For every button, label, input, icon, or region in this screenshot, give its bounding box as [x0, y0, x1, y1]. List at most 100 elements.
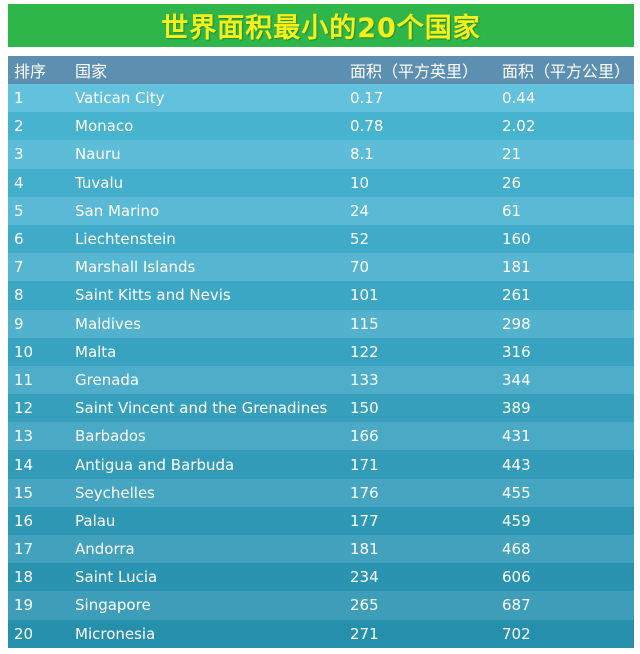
header-rank: 排序 [14, 62, 47, 81]
table-row: 7 Marshall Islands 70 181 [8, 253, 634, 282]
cell-country: Monaco [75, 117, 134, 136]
cell-sq-mi: 10 [350, 173, 370, 192]
cell-rank: 20 [14, 624, 34, 643]
table-row: 17 Andorra 181 468 [8, 535, 634, 564]
cell-sq-mi: 115 [350, 314, 379, 333]
table-row: 18 Saint Lucia 234 606 [8, 563, 634, 592]
table-row: 10 Malta 122 316 [8, 337, 634, 366]
cell-sq-mi: 24 [350, 201, 370, 220]
cell-sq-mi: 70 [350, 258, 370, 277]
table-row: 14 Antigua and Barbuda 171 443 [8, 450, 634, 479]
cell-sq-km: 298 [502, 314, 531, 333]
cell-sq-km: 702 [502, 624, 531, 643]
cell-country: Nauru [75, 145, 121, 164]
cell-sq-mi: 133 [350, 370, 379, 389]
cell-sq-km: 606 [502, 568, 531, 587]
cell-sq-mi: 150 [350, 399, 379, 418]
cell-sq-km: 459 [502, 511, 531, 530]
cell-sq-km: 160 [502, 230, 531, 249]
cell-sq-km: 316 [502, 342, 531, 361]
cell-rank: 12 [14, 399, 34, 418]
cell-sq-mi: 0.78 [350, 117, 384, 136]
table-row: 2 Monaco 0.78 2.02 [8, 112, 634, 141]
cell-sq-km: 455 [502, 483, 531, 502]
header-sq-km: 面积（平方公里） [502, 62, 631, 81]
cell-rank: 16 [14, 511, 34, 530]
table-row: 12 Saint Vincent and the Grenadines 150 389 [8, 394, 634, 423]
cell-sq-mi: 171 [350, 455, 379, 474]
cell-sq-mi: 234 [350, 568, 379, 587]
cell-country: Barbados [75, 427, 146, 446]
cell-sq-mi: 177 [350, 511, 379, 530]
cell-rank: 5 [14, 201, 24, 220]
cell-rank: 19 [14, 596, 34, 615]
title-banner: 世界面积最小的20个国家 [8, 4, 634, 47]
table-row: 4 Tuvalu 10 26 [8, 168, 634, 197]
cell-rank: 3 [14, 145, 24, 164]
table-row: 19 Singapore 265 687 [8, 591, 634, 620]
cell-sq-km: 687 [502, 596, 531, 615]
cell-country: Saint Vincent and the Grenadines [75, 399, 328, 418]
cell-sq-km: 21 [502, 145, 522, 164]
cell-rank: 8 [14, 286, 24, 305]
table-row: 1 Vatican City 0.17 0.44 [8, 84, 634, 113]
cell-rank: 6 [14, 230, 24, 249]
table-header: 排序 国家 面积（平方英里） 面积（平方公里） [8, 56, 634, 84]
cell-sq-km: 344 [502, 370, 531, 389]
cell-sq-mi: 8.1 [350, 145, 374, 164]
table-body: 1 Vatican City 0.17 0.44 2 Monaco 0.78 2.02 3 Nau… [8, 84, 634, 648]
cell-rank: 4 [14, 173, 24, 192]
cell-rank: 17 [14, 540, 34, 559]
table-row: 20 Micronesia 271 702 [8, 619, 634, 648]
cell-country: Vatican City [75, 89, 165, 108]
cell-rank: 13 [14, 427, 34, 446]
cell-sq-km: 389 [502, 399, 531, 418]
table-row: 13 Barbados 166 431 [8, 422, 634, 451]
table-row: 8 Saint Kitts and Nevis 101 261 [8, 281, 634, 310]
cell-country: Singapore [75, 596, 151, 615]
cell-sq-mi: 122 [350, 342, 379, 361]
cell-country: Antigua and Barbuda [75, 455, 235, 474]
cell-sq-km: 261 [502, 286, 531, 305]
cell-country: Maldives [75, 314, 141, 333]
cell-rank: 18 [14, 568, 34, 587]
cell-sq-mi: 101 [350, 286, 379, 305]
cell-sq-km: 181 [502, 258, 531, 277]
table-row: 16 Palau 177 459 [8, 506, 634, 535]
header-country: 国家 [75, 62, 108, 81]
cell-rank: 1 [14, 89, 24, 108]
cell-country: Seychelles [75, 483, 155, 502]
cell-sq-mi: 271 [350, 624, 379, 643]
table-row: 3 Nauru 8.1 21 [8, 140, 634, 169]
table-row: 5 San Marino 24 61 [8, 196, 634, 225]
countries-table: 排序 国家 面积（平方英里） 面积（平方公里） 1 Vatican City 0.1… [8, 56, 634, 648]
cell-rank: 9 [14, 314, 24, 333]
cell-rank: 15 [14, 483, 34, 502]
cell-sq-km: 61 [502, 201, 522, 220]
cell-sq-km: 2.02 [502, 117, 536, 136]
cell-country: Palau [75, 511, 116, 530]
cell-country: Saint Kitts and Nevis [75, 286, 231, 305]
cell-rank: 7 [14, 258, 24, 277]
cell-sq-km: 431 [502, 427, 531, 446]
table-row: 15 Seychelles 176 455 [8, 478, 634, 507]
cell-sq-mi: 181 [350, 540, 379, 559]
table-row: 9 Maldives 115 298 [8, 309, 634, 338]
cell-country: Malta [75, 342, 117, 361]
cell-rank: 14 [14, 455, 34, 474]
table-row: 6 Liechtenstein 52 160 [8, 224, 634, 254]
cell-rank: 10 [14, 342, 34, 361]
cell-country: Saint Lucia [75, 568, 158, 587]
cell-sq-mi: 0.17 [350, 89, 384, 108]
cell-sq-km: 26 [502, 173, 522, 192]
cell-country: Liechtenstein [75, 230, 176, 249]
cell-country: Marshall Islands [75, 258, 196, 277]
cell-sq-km: 468 [502, 540, 531, 559]
cell-rank: 11 [14, 370, 34, 389]
cell-sq-mi: 52 [350, 230, 370, 249]
table-row: 11 Grenada 133 344 [8, 365, 634, 395]
page-title: 世界面积最小的20个国家 [161, 13, 481, 44]
cell-country: San Marino [75, 201, 160, 220]
cell-country: Tuvalu [75, 173, 124, 192]
cell-sq-mi: 265 [350, 596, 379, 615]
